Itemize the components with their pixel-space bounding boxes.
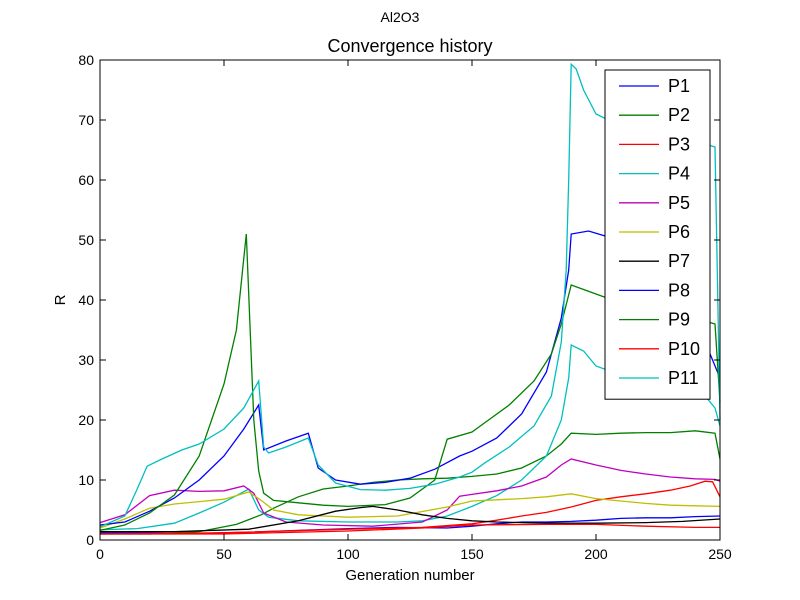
- figure-suptitle: Al2O3: [381, 9, 420, 25]
- legend-label: P3: [668, 134, 690, 154]
- legend-item: P7: [619, 251, 690, 271]
- y-tick-label: 50: [78, 232, 94, 248]
- y-tick-label: 30: [78, 352, 94, 368]
- series-line-p10: [100, 523, 720, 535]
- legend-item: P3: [619, 134, 690, 154]
- x-tick-label: 250: [708, 546, 732, 562]
- legend-label: P9: [668, 310, 690, 330]
- legend-item: P10: [619, 339, 700, 359]
- series-line-p3: [99, 480, 721, 535]
- plot-frame: [99, 59, 721, 541]
- legend-item: P5: [619, 193, 690, 213]
- legend-label: P7: [668, 251, 690, 271]
- series-layer: [99, 62, 721, 535]
- legend-label: P2: [668, 105, 690, 125]
- chart-title: Convergence history: [327, 36, 492, 56]
- y-tick-label: 0: [86, 532, 94, 548]
- legend: P1 P2 P3 P4 P5 P6 P7 P8 P9 P10 P11: [604, 69, 711, 400]
- y-tick-label: 60: [78, 172, 94, 188]
- y-tick-label: 40: [78, 292, 94, 308]
- y-tick-label: 70: [78, 112, 94, 128]
- legend-item: P2: [619, 105, 690, 125]
- legend-box: [604, 69, 711, 400]
- series-line-p5: [99, 458, 721, 527]
- legend-label: P8: [668, 280, 690, 300]
- x-tick-label: 150: [460, 546, 484, 562]
- legend-item: P8: [619, 280, 690, 300]
- legend-label: P10: [668, 339, 700, 359]
- y-tick-label: 10: [78, 472, 94, 488]
- legend-label: P6: [668, 222, 690, 242]
- series-line-p11: [99, 62, 721, 528]
- x-tick-label: 200: [584, 546, 608, 562]
- x-tick-label: 100: [336, 546, 360, 562]
- legend-item: P1: [619, 76, 690, 96]
- x-tick-label: 0: [96, 546, 104, 562]
- legend-label: P11: [668, 368, 699, 388]
- y-tick-label: 80: [78, 52, 94, 68]
- legend-label: P5: [668, 193, 690, 213]
- y-tick-label: 20: [78, 412, 94, 428]
- legend-label: P1: [668, 76, 690, 96]
- series-line-p6: [99, 491, 721, 529]
- legend-item: P11: [619, 368, 699, 388]
- legend-item: P6: [619, 222, 690, 242]
- legend-item: P4: [619, 164, 690, 184]
- x-tick-label: 50: [216, 546, 232, 562]
- legend-label: P4: [668, 164, 690, 184]
- series-line-p7: [100, 505, 721, 533]
- x-axis-label: Generation number: [345, 567, 474, 584]
- legend-item: P9: [619, 310, 690, 330]
- y-axis-label: R: [52, 294, 69, 305]
- series-line-p2: [100, 430, 721, 535]
